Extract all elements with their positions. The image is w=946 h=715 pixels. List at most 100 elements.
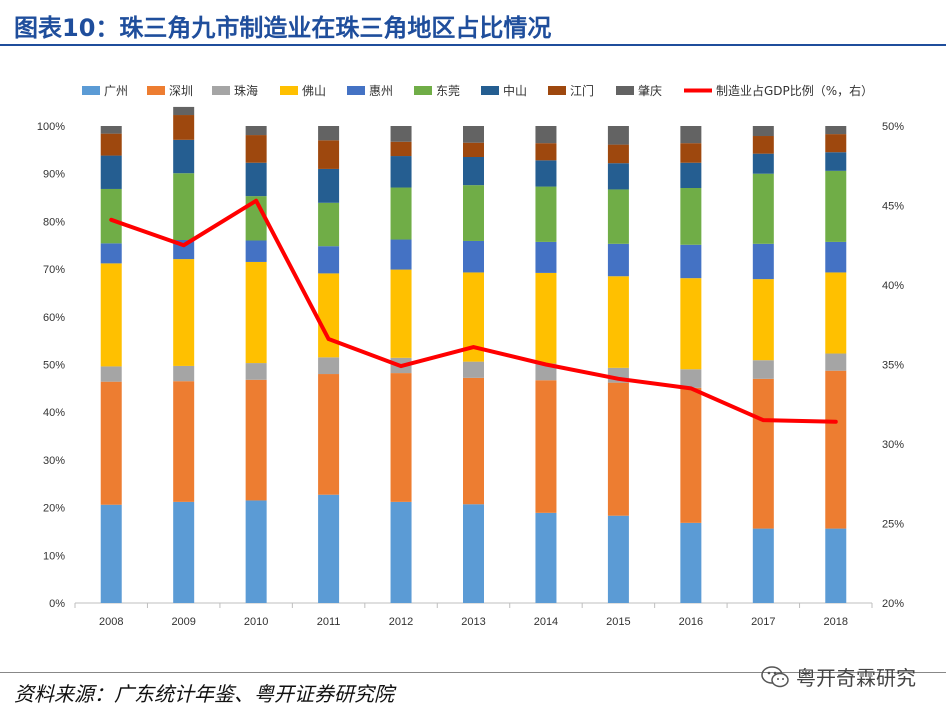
bar-segment <box>245 261 267 364</box>
bar-segment <box>318 494 340 603</box>
line-point <box>255 200 257 202</box>
bar-segment <box>607 144 629 164</box>
line-point <box>545 364 547 365</box>
bar-segment <box>245 379 267 501</box>
line-point <box>617 378 619 380</box>
legend-swatch <box>481 86 499 95</box>
bar-segment <box>100 155 122 189</box>
bar-segment <box>825 528 847 603</box>
bar-segment <box>463 142 484 158</box>
bar-segment <box>173 259 195 366</box>
legend-label: 深圳 <box>169 84 193 98</box>
bar-segment <box>100 133 122 156</box>
y-right-tick-label: 30% <box>882 439 904 451</box>
bar-segment <box>318 246 340 274</box>
bar-segment <box>245 240 267 262</box>
y-left-tick-label: 20% <box>43 503 65 515</box>
bar-segment <box>752 528 774 603</box>
legend-swatch <box>548 86 566 95</box>
line-point <box>762 419 764 421</box>
legend-label: 东莞 <box>436 84 460 98</box>
bar-segment <box>245 126 267 136</box>
bar-segment <box>752 378 774 529</box>
bar-segment <box>173 365 195 382</box>
bar-segment <box>463 377 484 505</box>
line-series <box>109 198 838 424</box>
bar-segment <box>245 135 267 163</box>
bar-segment <box>463 361 484 378</box>
bar-segment <box>535 241 557 273</box>
bar-segment <box>825 152 847 171</box>
legend-swatch <box>414 86 432 95</box>
source-note: 资料来源：广东统计年鉴、粤开证券研究院 <box>14 682 394 706</box>
legend: 广州 深圳 珠海 佛山 惠州 东莞 中山 江门 肇庆 制造业占GDP比例（%，右） <box>82 83 873 98</box>
y-left-tick-label: 100% <box>37 121 65 133</box>
y-left-tick-label: 70% <box>43 264 65 276</box>
legend-label: 惠州 <box>369 84 393 98</box>
bar-segment <box>463 240 484 273</box>
bar-segment <box>463 272 484 362</box>
line-point <box>835 421 837 423</box>
title-divider <box>0 44 946 46</box>
bar-segment <box>318 374 340 495</box>
bar-segment <box>825 353 847 371</box>
bar-segment <box>173 115 195 140</box>
bar-segment <box>318 126 340 141</box>
bar-segment <box>173 139 195 174</box>
x-tick-label: 2010 <box>244 616 268 628</box>
bar-segment <box>825 170 847 242</box>
x-tick-label: 2009 <box>171 616 195 628</box>
bar-segment <box>607 189 629 244</box>
x-tick-label: 2011 <box>317 616 341 628</box>
bar-segment <box>607 276 629 368</box>
bar-segment <box>680 188 702 245</box>
line-point <box>690 387 692 389</box>
bar-segment <box>173 173 195 241</box>
bar-segment <box>825 134 847 153</box>
bar-segment <box>535 126 557 144</box>
legend-label: 佛山 <box>302 84 326 98</box>
legend-label: 中山 <box>503 83 527 98</box>
watermark: 粤开奇霖研究 <box>760 662 916 691</box>
y-left-tick-label: 60% <box>43 312 65 324</box>
page-title: 图表10：珠三角九市制造业在珠三角地区占比情况 <box>14 14 552 42</box>
y-left-tick-label: 0% <box>49 598 65 610</box>
bar-segment <box>318 140 340 169</box>
bar-segment <box>100 243 122 264</box>
bar-segment <box>752 126 774 137</box>
bar-segment <box>463 157 484 186</box>
x-tick-label: 2017 <box>751 616 775 628</box>
legend-swatch <box>280 86 298 95</box>
bar-segment <box>390 501 412 603</box>
bar-segment <box>752 173 774 244</box>
axis-labels: 2008 2009 2010 2011 2012 2013 2014 2015 2016 2017… <box>37 121 904 628</box>
bar-segment <box>390 373 412 502</box>
y-right-tick-label: 25% <box>882 519 904 531</box>
y-left-tick-label: 40% <box>43 407 65 419</box>
bar-segment <box>463 126 484 143</box>
legend-swatch <box>347 86 365 95</box>
bar-segment <box>245 500 267 603</box>
bar-segment <box>752 153 774 174</box>
bar-segment <box>100 504 122 603</box>
y-left-tick-label: 80% <box>43 216 65 228</box>
y-right-tick-label: 50% <box>882 121 904 133</box>
bar-segment <box>463 185 484 241</box>
bar-segment <box>752 279 774 361</box>
legend-swatch <box>212 86 230 95</box>
bar-segment <box>752 243 774 280</box>
y-left-tick-label: 50% <box>43 360 65 372</box>
bar-segment <box>607 163 629 190</box>
bar-segment <box>680 162 702 189</box>
x-tick-label: 2012 <box>389 616 413 628</box>
bar-segment <box>100 188 122 244</box>
y-left-tick-label: 90% <box>43 169 65 181</box>
y-right-tick-label: 20% <box>882 598 904 610</box>
bar-segment <box>173 381 195 502</box>
bar-segment <box>607 243 629 277</box>
bar-segment <box>825 272 847 354</box>
bar-series <box>100 106 847 603</box>
x-tick-label: 2008 <box>99 616 123 628</box>
bar-segment <box>390 269 412 358</box>
legend-label: 珠海 <box>234 83 258 98</box>
